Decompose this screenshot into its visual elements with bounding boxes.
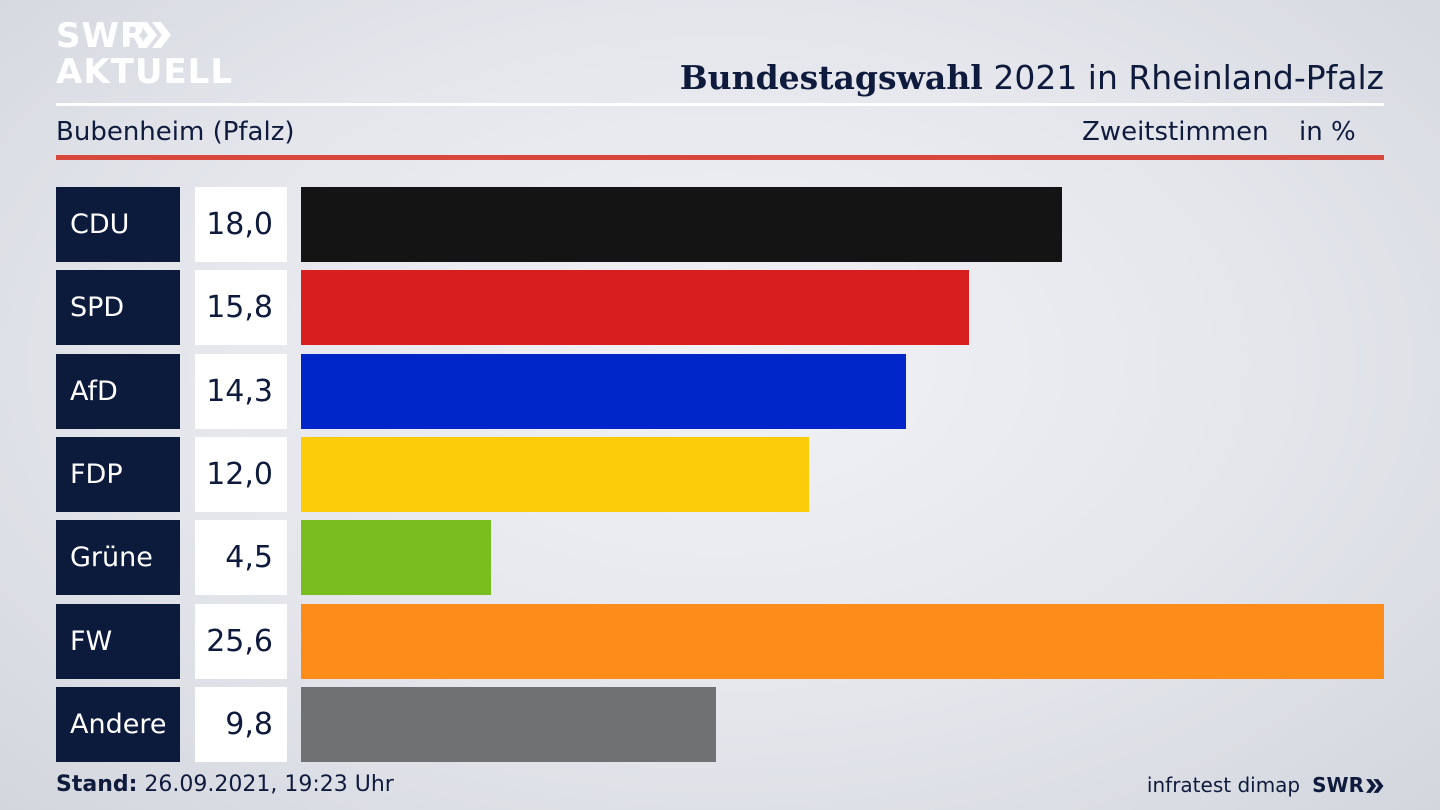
chart-title-rest: 2021 in Rheinland-Pfalz (982, 58, 1384, 97)
swr-brand-logo: SWR (1312, 770, 1384, 800)
region-label: Bubenheim (Pfalz) (56, 117, 295, 147)
bar (301, 520, 491, 596)
chart-title-bold: Bundestagswahl (679, 58, 983, 97)
header-divider (56, 103, 1384, 106)
logo-swr-text: SWR (56, 16, 148, 56)
party-name: CDU (70, 209, 130, 240)
bar-row: AfD 14,3 (56, 353, 1384, 429)
bar-row: SPD 15,8 (56, 270, 1384, 346)
data-label: 9,8 (225, 706, 273, 742)
party-label-box: SPD (56, 270, 180, 346)
subheader-divider (56, 155, 1384, 160)
party-label-box: AfD (56, 353, 180, 429)
data-label: 12,0 (206, 456, 273, 492)
party-name: FW (70, 625, 113, 657)
swr-aktuell-logo: SWR AKTUELL (56, 16, 232, 92)
party-name: FDP (70, 458, 123, 490)
party-label-box: Grüne (56, 520, 180, 596)
timestamp-label: Stand: (56, 772, 138, 797)
value-label-box: 15,8 (195, 270, 287, 346)
footer-credits: infratest dimap SWR (1147, 770, 1384, 800)
bar (301, 187, 1062, 262)
value-label-box: 14,3 (195, 353, 287, 429)
party-label-box: FW (56, 603, 180, 679)
party-name: AfD (70, 375, 118, 407)
value-label-box: 18,0 (195, 187, 287, 262)
metric-label: Zweitstimmen (1082, 117, 1269, 147)
source-label: infratest dimap (1146, 773, 1301, 797)
party-label-box: FDP (56, 436, 180, 512)
swr-brand-text: SWR (1312, 773, 1364, 797)
bar-row: Andere 9,8 (56, 686, 1384, 762)
swr-chevrons-icon (1366, 779, 1384, 793)
value-label-box: 9,8 (195, 686, 287, 762)
party-name: Grüne (70, 542, 153, 574)
party-label-box: Andere (56, 686, 180, 762)
timestamp: Stand: 26.09.2021, 19:23 Uhr (56, 770, 394, 800)
data-label: 25,6 (206, 623, 273, 659)
data-label: 14,3 (206, 373, 273, 409)
bar (301, 353, 906, 429)
logo-chevrons-icon (138, 22, 171, 48)
bar-row: Grüne 4,5 (56, 520, 1384, 596)
bar (301, 603, 1384, 679)
value-label-box: 4,5 (195, 520, 287, 596)
data-label: 18,0 (206, 207, 273, 242)
data-label: 4,5 (225, 540, 273, 576)
data-label: 15,8 (206, 290, 273, 326)
bar (301, 436, 809, 512)
party-name: SPD (70, 292, 125, 324)
party-label-box: CDU (56, 187, 180, 262)
bar (301, 270, 969, 346)
bar (301, 686, 716, 762)
timestamp-value: 26.09.2021, 19:23 Uhr (137, 772, 394, 797)
logo-aktuell-text: AKTUELL (56, 52, 234, 92)
chart-title: Bundestagswahl 2021 in Rheinland-Pfalz (680, 58, 1384, 98)
unit-label: in % (1299, 117, 1356, 147)
party-name: Andere (70, 708, 167, 740)
bar-row: CDU 18,0 (56, 187, 1384, 262)
value-label-box: 25,6 (195, 603, 287, 679)
bar-row: FW 25,6 (56, 603, 1384, 679)
bar-row: FDP 12,0 (56, 436, 1384, 512)
value-label-box: 12,0 (195, 436, 287, 512)
